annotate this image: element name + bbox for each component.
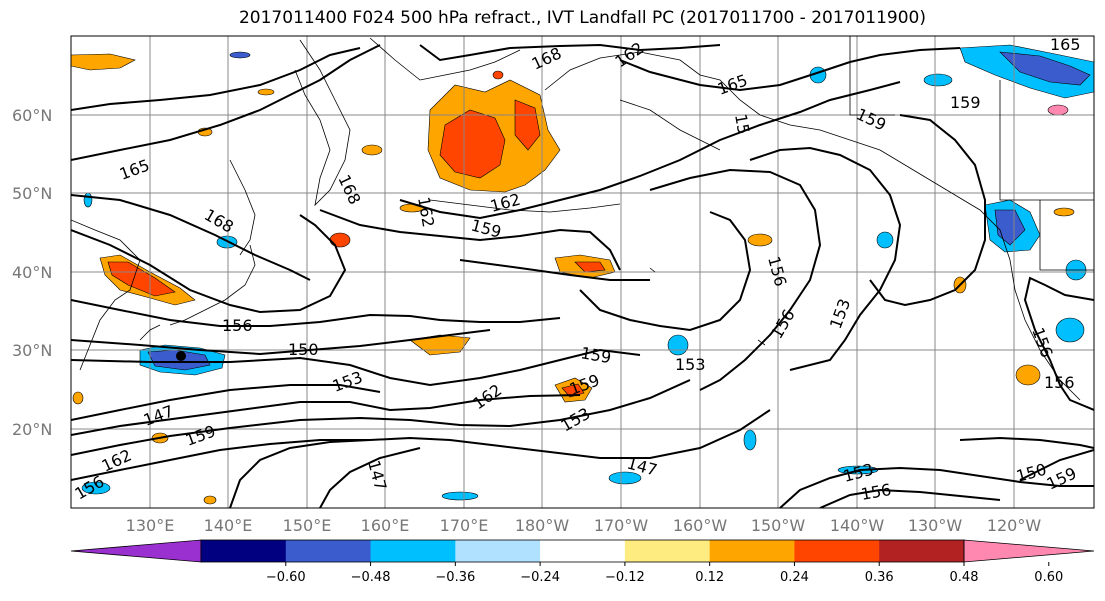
colorbar-tick-label: 0.60 — [1034, 570, 1063, 585]
shading-bering-red — [439, 109, 506, 179]
lat-label: 50°N — [12, 184, 52, 203]
lon-label: 150°E — [283, 516, 332, 535]
graticule — [71, 36, 1094, 508]
contour-label: 150 — [288, 340, 319, 359]
colorbar-segment — [624, 540, 711, 562]
shading-ne-purple — [999, 51, 1091, 86]
colorbar-tick-label: −0.60 — [266, 570, 306, 585]
lon-label: 140°W — [830, 516, 885, 535]
colorbar-tick-label: −0.24 — [520, 570, 560, 585]
colorbar-tick-label: 0.48 — [950, 570, 979, 585]
contour-label: 159 — [950, 93, 981, 112]
colorbar-tick-label: 0.12 — [695, 570, 724, 585]
colorbar-segment — [709, 540, 795, 562]
shading-blob-28 — [203, 495, 217, 505]
colorbar-extend-low — [70, 539, 202, 563]
latitude-labels: 60°N 50°N 40°N 30°N 20°N — [12, 106, 52, 439]
colorbar-segment — [540, 540, 626, 562]
lat-label: 60°N — [12, 106, 52, 125]
lon-label: 130°E — [126, 516, 175, 535]
colorbar-outline — [200, 539, 965, 563]
colorbar-segment — [201, 540, 287, 562]
shading-blob-15 — [1015, 364, 1041, 386]
contour-label: 15 — [731, 112, 753, 135]
shading-blob-17 — [1053, 207, 1075, 217]
lon-label: 120°W — [987, 516, 1042, 535]
coastlines — [71, 36, 1094, 401]
colorbar: −0.60 −0.48 −0.36 −0.24 −0.12 0.12 0.24 0.36 0.4… — [70, 539, 1095, 585]
colorbar-segment — [370, 540, 456, 562]
shading-blob-13 — [608, 471, 642, 485]
colorbar-tick-label: 0.24 — [780, 570, 809, 585]
low-center-marker — [176, 351, 186, 361]
lon-label: 130°W — [908, 516, 963, 535]
colorbar-extend-high — [963, 539, 1095, 563]
lat-label: 20°N — [12, 420, 52, 439]
contour-label: 165 — [1050, 35, 1081, 54]
colorbar-segment — [794, 540, 880, 562]
lon-label: 150°W — [751, 516, 806, 535]
shading-blob-27 — [923, 73, 953, 87]
lon-label: 160°E — [361, 516, 410, 535]
shading-blob-9 — [876, 231, 894, 249]
shading-topleft-orange — [71, 53, 136, 71]
shading-blob-22 — [1047, 104, 1069, 116]
lat-label: 40°N — [12, 263, 52, 282]
shading-blob-2 — [257, 88, 275, 96]
colorbar-tick-label: 0.36 — [865, 570, 894, 585]
shading-blob-20 — [743, 429, 757, 451]
shading-blob-24 — [81, 481, 111, 495]
contour-label: 153 — [675, 355, 706, 374]
shading-blob-26 — [83, 192, 93, 208]
lon-label: 170°E — [440, 516, 489, 535]
contour-label: 156 — [1044, 373, 1075, 392]
shading-midpac-red — [574, 261, 606, 273]
shading-blob-25 — [72, 391, 84, 405]
shading-bering-red2 — [514, 99, 541, 151]
shaded-anomaly-regions — [71, 44, 1094, 505]
colorbar-tick-label: −0.48 — [351, 570, 391, 585]
shading-blob-1 — [492, 70, 504, 80]
colorbar-tick-label: −0.12 — [605, 570, 645, 585]
shading-blob-16 — [1055, 317, 1085, 343]
colorbar-segment — [879, 540, 965, 562]
shading-blob-11 — [747, 233, 773, 247]
shading-japan-red — [107, 261, 176, 297]
contour-label: 156 — [222, 316, 253, 335]
colorbar-tick-label: −0.36 — [435, 570, 475, 585]
shading-blob-6 — [329, 232, 351, 248]
refractivity-contours — [71, 43, 1094, 508]
lon-label: 170°W — [594, 516, 649, 535]
shading-blob-14 — [441, 491, 479, 501]
shading-blob-7 — [229, 51, 251, 59]
lon-label: 160°W — [673, 516, 728, 535]
lon-label: 140°E — [204, 516, 253, 535]
lon-label: 180°W — [515, 516, 570, 535]
colorbar-segment — [285, 540, 372, 562]
shading-25n-red — [561, 383, 585, 398]
map-frame — [70, 35, 1095, 509]
shading-blob-12 — [667, 334, 689, 356]
colorbar-segment — [455, 540, 541, 562]
lat-label: 30°N — [12, 341, 52, 360]
longitude-labels: 130°E 140°E 150°E 160°E 170°E 180°W 170°… — [126, 516, 1042, 535]
shading-blob-3 — [361, 144, 383, 156]
map-title: 2017011400 F024 500 hPa refract., IVT La… — [238, 8, 926, 28]
